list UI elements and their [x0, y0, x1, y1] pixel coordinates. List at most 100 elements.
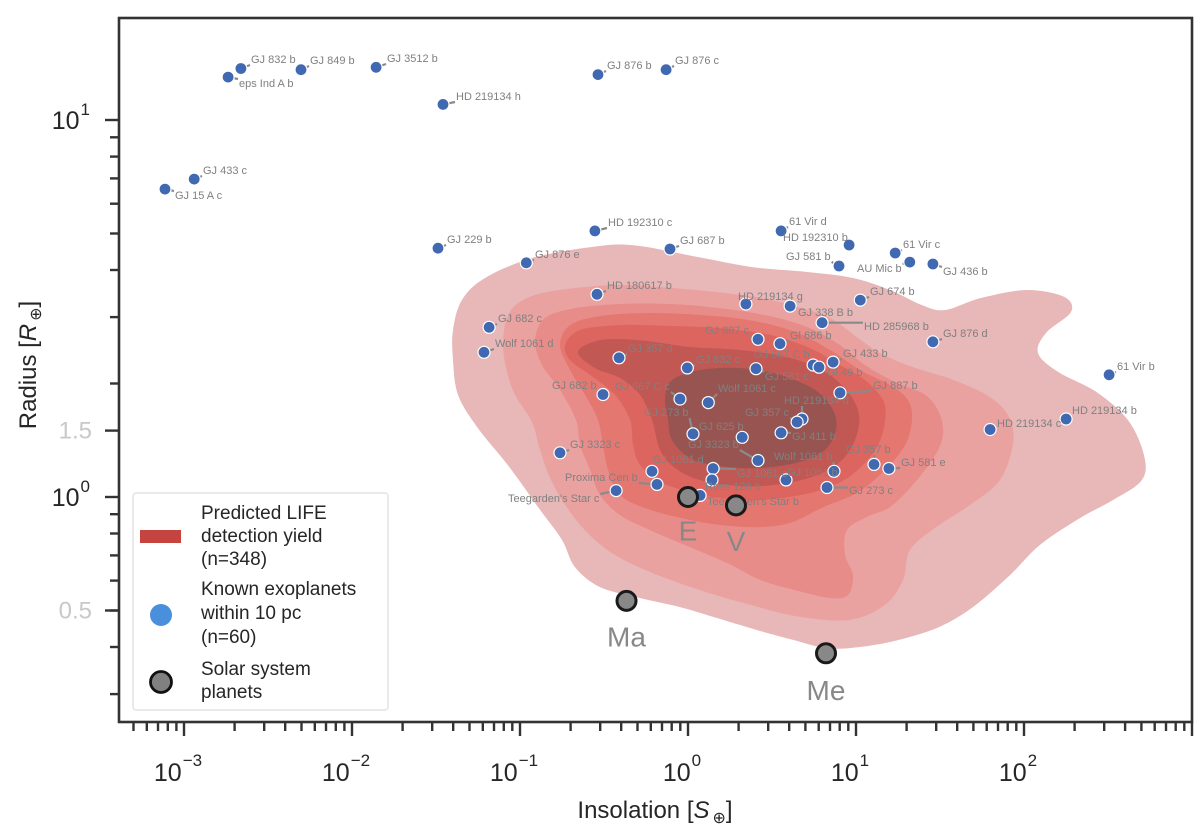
exoplanet-label: GJ 682 b — [552, 380, 597, 392]
exoplanet-label: GJ 357 d — [628, 343, 673, 355]
exoplanet-point — [706, 461, 720, 476]
legend-life-yield-label: Predicted LIFE detection yield (n=348) — [201, 503, 332, 570]
exoplanet-point — [609, 484, 623, 498]
exoplanet-point — [903, 255, 917, 269]
exoplanet-point — [705, 473, 719, 487]
exoplanet-label: Wolf 1061 c — [718, 383, 776, 395]
exoplanet-label: GJ 411 b — [792, 431, 836, 443]
x-tick-label: 102 — [999, 751, 1037, 787]
exoplanet-point — [867, 457, 881, 471]
exoplanet-label: GJ 849 b — [310, 55, 355, 67]
y-tick-label: 100 — [52, 477, 90, 512]
x-axis-title-symbol: S — [693, 797, 709, 824]
exoplanet-label: GJ 667 C c — [615, 381, 671, 393]
exoplanet-point — [779, 473, 793, 487]
exoplanet-point — [436, 97, 450, 112]
legend-text-line: Solar system — [201, 659, 311, 680]
y-tick-label: 0.5 — [59, 598, 92, 625]
exoplanet-point — [482, 320, 496, 334]
x-tick-label-base: 10 — [490, 759, 518, 787]
solar-planet-label: Me — [807, 675, 846, 706]
y-axis-title-suffix: ] — [15, 301, 42, 308]
exoplanet-label: GJ 876 b — [607, 60, 652, 72]
exoplanet-point — [926, 335, 940, 349]
exoplanet-label: Teegarden's Star b — [707, 496, 799, 508]
exoplanet-point — [1059, 412, 1073, 426]
x-tick-label-exponent: −3 — [183, 751, 202, 770]
exoplanet-label: Gl 686 b — [790, 330, 832, 342]
exoplanet-point — [673, 392, 687, 406]
exoplanet-point — [686, 427, 700, 441]
exoplanet-label: GJ 3512 b — [387, 53, 438, 65]
exoplanet-label: GJ 3323 b — [688, 439, 739, 451]
x-axis-title-suffix: ] — [726, 797, 733, 824]
exoplanet-point — [751, 453, 765, 468]
exoplanet-point — [701, 396, 715, 410]
exoplanet-point — [645, 464, 659, 478]
x-tick-label: 10−3 — [154, 751, 202, 787]
exoplanet-point — [888, 246, 902, 260]
exoplanet-label: GJ 832 b — [251, 54, 296, 66]
x-tick-label: 10−2 — [322, 751, 370, 787]
exoplanet-label: GJ 1061 d — [653, 454, 704, 466]
solar-planet-point — [615, 589, 638, 612]
exoplanet-point — [612, 351, 626, 365]
exoplanet-point — [812, 360, 826, 374]
x-axis-title-subscript: ⊕ — [713, 810, 726, 827]
exoplanet-label: eps Ind A b — [239, 78, 293, 90]
legend-solar-system-label: Solar system planets — [201, 659, 316, 703]
exoplanet-point — [369, 60, 383, 74]
exoplanet-label: HD 192310 c — [608, 217, 673, 229]
solar-planet-label: Ma — [607, 621, 646, 652]
exoplanet-label: 61 Vir d — [789, 216, 827, 228]
exoplanet-label: GJ 887 b — [873, 380, 918, 392]
exoplanet-point — [659, 63, 673, 77]
legend: Predicted LIFE detection yield (n=348) K… — [132, 492, 389, 711]
y-axis-title-symbol: R — [15, 324, 42, 341]
exoplanet-point — [234, 61, 248, 76]
solar-planet-label: E — [679, 516, 698, 547]
x-tick-label-exponent: 2 — [1028, 751, 1037, 770]
exoplanet-label: GJ 436 b — [943, 266, 988, 278]
exoplanet-label: HD 285968 b — [864, 321, 929, 333]
legend-exoplanet-label: Known exoplanets within 10 pc (n=60) — [200, 579, 362, 648]
x-tick-label: 101 — [831, 751, 869, 787]
exoplanet-label: GJ 687 b — [680, 235, 725, 247]
x-tick-label-exponent: −1 — [519, 751, 538, 770]
exoplanet-label: GJ 15 A c — [175, 190, 223, 202]
x-tick-label-exponent: 0 — [692, 751, 701, 770]
y-tick-label-exponent: 1 — [81, 100, 90, 119]
x-axis-ticks: 10−3 10−2 10−1 100 101 102 — [132, 722, 1194, 787]
exoplanet-label: Wolf 1061 d — [495, 338, 554, 350]
exoplanet-label: HD 192310 b — [783, 232, 848, 244]
legend-text-line: (n=60) — [201, 627, 256, 648]
exoplanet-point — [832, 259, 846, 273]
legend-text-line: within 10 pc — [200, 603, 301, 624]
exoplanet-point — [221, 70, 235, 84]
y-axis-title: Radius [R ⊕] — [15, 301, 45, 429]
exoplanet-point — [882, 461, 896, 476]
exoplanet-point — [187, 172, 201, 186]
solar-planet-point — [815, 642, 837, 665]
exoplanet-label: Gl 49 b — [827, 367, 862, 379]
legend-solar-system-marker — [149, 670, 173, 694]
x-tick-label-exponent: −2 — [351, 751, 370, 770]
x-tick-label-base: 10 — [999, 759, 1027, 787]
exoplanet-labels: eps Ind A b GJ 832 b GJ 849 b GJ 3512 b HD 2… — [175, 53, 1155, 508]
exoplanet-label: HD 219134 b — [1072, 405, 1137, 417]
exoplanet-label: HD 219134 d — [784, 395, 849, 407]
x-tick-label-base: 10 — [831, 759, 859, 787]
exoplanet-label: Wolf 1061 b — [774, 451, 833, 463]
exoplanet-point — [783, 299, 797, 313]
exoplanet-label: GJ 1061 b — [787, 467, 838, 479]
exoplanet-point — [842, 238, 856, 252]
exoplanet-point — [735, 430, 749, 444]
exoplanet-point — [983, 422, 997, 437]
exoplanet-label: GJ 832 c — [696, 354, 741, 366]
exoplanet-label: GJ 581 b — [786, 251, 831, 263]
y-tick-label: 101 — [52, 100, 90, 135]
exoplanet-point — [596, 387, 610, 402]
solar-planet-point — [725, 494, 747, 517]
